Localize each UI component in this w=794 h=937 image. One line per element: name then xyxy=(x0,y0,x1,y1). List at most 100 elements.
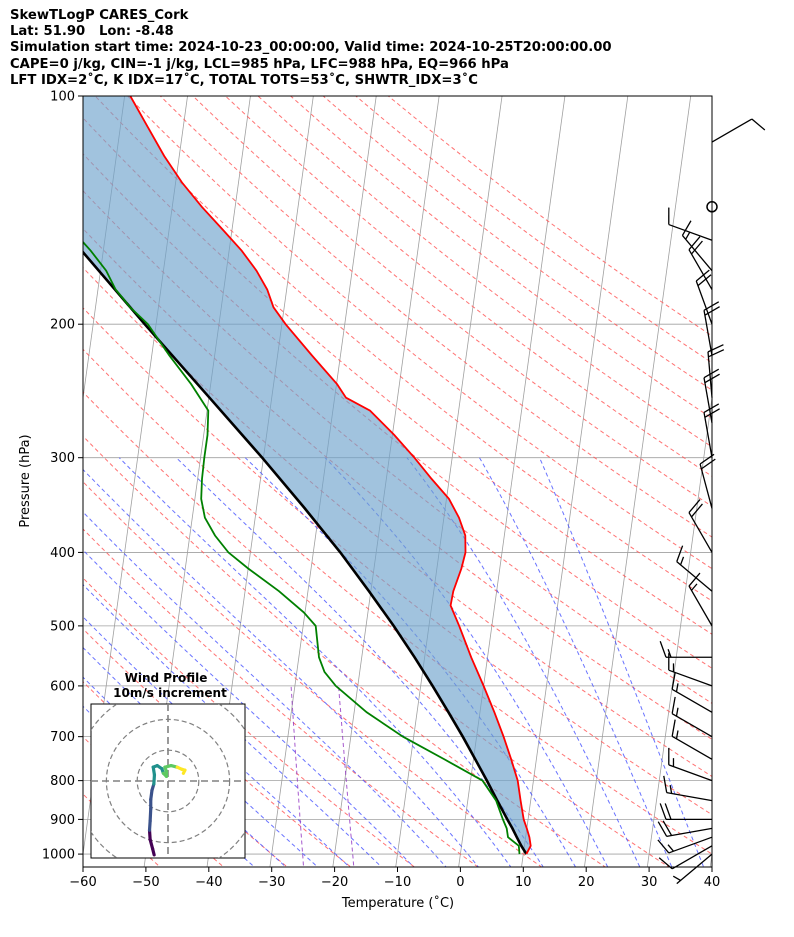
x-tick-label: −30 xyxy=(258,875,285,890)
barb-staff xyxy=(703,377,713,424)
moist-adiabat xyxy=(406,457,641,867)
y-tick-label: 800 xyxy=(50,774,75,789)
barb-feather xyxy=(667,844,674,852)
dry-adiabat xyxy=(83,307,712,816)
wind-barb xyxy=(706,201,718,213)
hodograph-subtitle: 10m/s increment xyxy=(113,686,227,700)
y-tick-label: 400 xyxy=(50,546,75,561)
y-tick-label: 300 xyxy=(50,451,75,466)
barb-staff xyxy=(703,412,713,458)
moist-adiabat xyxy=(479,457,673,867)
barb-staff xyxy=(668,669,713,687)
barb-feather xyxy=(701,458,716,470)
moist-adiabat xyxy=(118,457,512,867)
barb-feather xyxy=(672,875,681,882)
barb-feather xyxy=(659,803,667,820)
dry-adiabat xyxy=(83,577,416,867)
wind-barb xyxy=(681,220,713,272)
y-tick-label: 1000 xyxy=(42,848,75,863)
barb-staff xyxy=(711,118,753,143)
x-tick-label: −20 xyxy=(321,875,348,890)
wind-barb xyxy=(659,803,712,821)
barb-staff xyxy=(688,249,713,290)
time-line: Simulation start time: 2024-10-23_00:00:… xyxy=(10,40,612,56)
wind-barb xyxy=(671,719,713,760)
wind-barb xyxy=(671,696,713,738)
moist-adiabat xyxy=(83,549,415,867)
x-tick-label: −60 xyxy=(69,875,96,890)
barb-feather xyxy=(708,349,725,358)
wind-barb xyxy=(711,118,766,143)
wind-barb xyxy=(688,236,713,290)
barb-feather xyxy=(697,274,712,287)
dewpoint-line xyxy=(83,240,521,855)
x-tick-label: −50 xyxy=(132,875,159,890)
barb-staff xyxy=(671,845,713,870)
barb-feather xyxy=(675,683,679,692)
wind-barb xyxy=(663,775,713,802)
barb-staff xyxy=(688,585,713,627)
barb-staff xyxy=(671,688,713,713)
barb-staff xyxy=(707,351,713,398)
barb-staff xyxy=(666,827,713,838)
barb-feather xyxy=(685,231,691,240)
barb-feather xyxy=(676,545,684,562)
barb-staff xyxy=(699,463,713,509)
wind-barb xyxy=(657,820,713,838)
barb-staff xyxy=(666,791,713,802)
isotherm xyxy=(584,96,692,867)
barb-feather xyxy=(703,368,720,379)
barb-feather xyxy=(659,641,667,658)
dry-adiabat xyxy=(83,391,670,867)
barb-feather xyxy=(691,583,698,591)
hodograph-segment xyxy=(181,768,187,775)
barb-feather xyxy=(679,556,685,566)
wind-barb xyxy=(657,836,713,854)
barb-feather xyxy=(663,775,668,793)
temperature-line xyxy=(129,96,532,855)
barb-feather xyxy=(688,236,701,251)
barb-staff xyxy=(671,713,713,738)
barb-staff xyxy=(676,853,713,885)
barb-feather xyxy=(704,408,720,418)
x-tick-label: −40 xyxy=(195,875,222,890)
mixing-ratio-line xyxy=(338,685,355,867)
wind-barb xyxy=(668,653,713,687)
barb-staff xyxy=(668,764,713,782)
barb-staff xyxy=(681,235,713,272)
mixing-ratio-line xyxy=(290,685,305,867)
x-tick-label: 10 xyxy=(515,875,532,890)
dry-adiabat xyxy=(83,528,479,867)
barb-feather xyxy=(662,820,673,836)
x-tick-label: 20 xyxy=(578,875,595,890)
y-tick-label: 100 xyxy=(50,90,75,105)
barb-feather xyxy=(671,719,676,737)
profile-lines xyxy=(83,96,532,855)
barb-feather xyxy=(669,784,673,794)
y-tick-label: 600 xyxy=(50,679,75,694)
barb-feather xyxy=(751,118,766,131)
isotherm xyxy=(0,61,67,879)
barb-feather xyxy=(691,240,703,255)
dry-adiabat xyxy=(83,481,543,867)
wind-barb xyxy=(659,641,712,658)
cin-shading xyxy=(83,96,531,855)
barb-staff xyxy=(668,223,713,241)
location-line: Lat: 51.90 Lon: -8.48 xyxy=(10,24,174,40)
wind-barb xyxy=(703,368,720,424)
x-axis-label: Temperature (˚C) xyxy=(341,895,454,911)
isotherm xyxy=(709,851,712,867)
barb-feather xyxy=(681,220,692,236)
hodograph-title: Wind Profile xyxy=(125,671,208,685)
x-tick-label: 40 xyxy=(704,875,721,890)
wind-barb xyxy=(668,747,713,782)
isotherm xyxy=(0,61,4,879)
barb-feather xyxy=(657,839,670,854)
chart-header: SkewTLogP CARES_Cork Lat: 51.90 Lon: -8.4… xyxy=(10,8,612,89)
moist-adiabat xyxy=(83,468,480,867)
barb-feather xyxy=(691,503,703,518)
barb-staff xyxy=(671,735,713,760)
wind-barb xyxy=(671,672,713,713)
barb-feather xyxy=(695,269,710,282)
